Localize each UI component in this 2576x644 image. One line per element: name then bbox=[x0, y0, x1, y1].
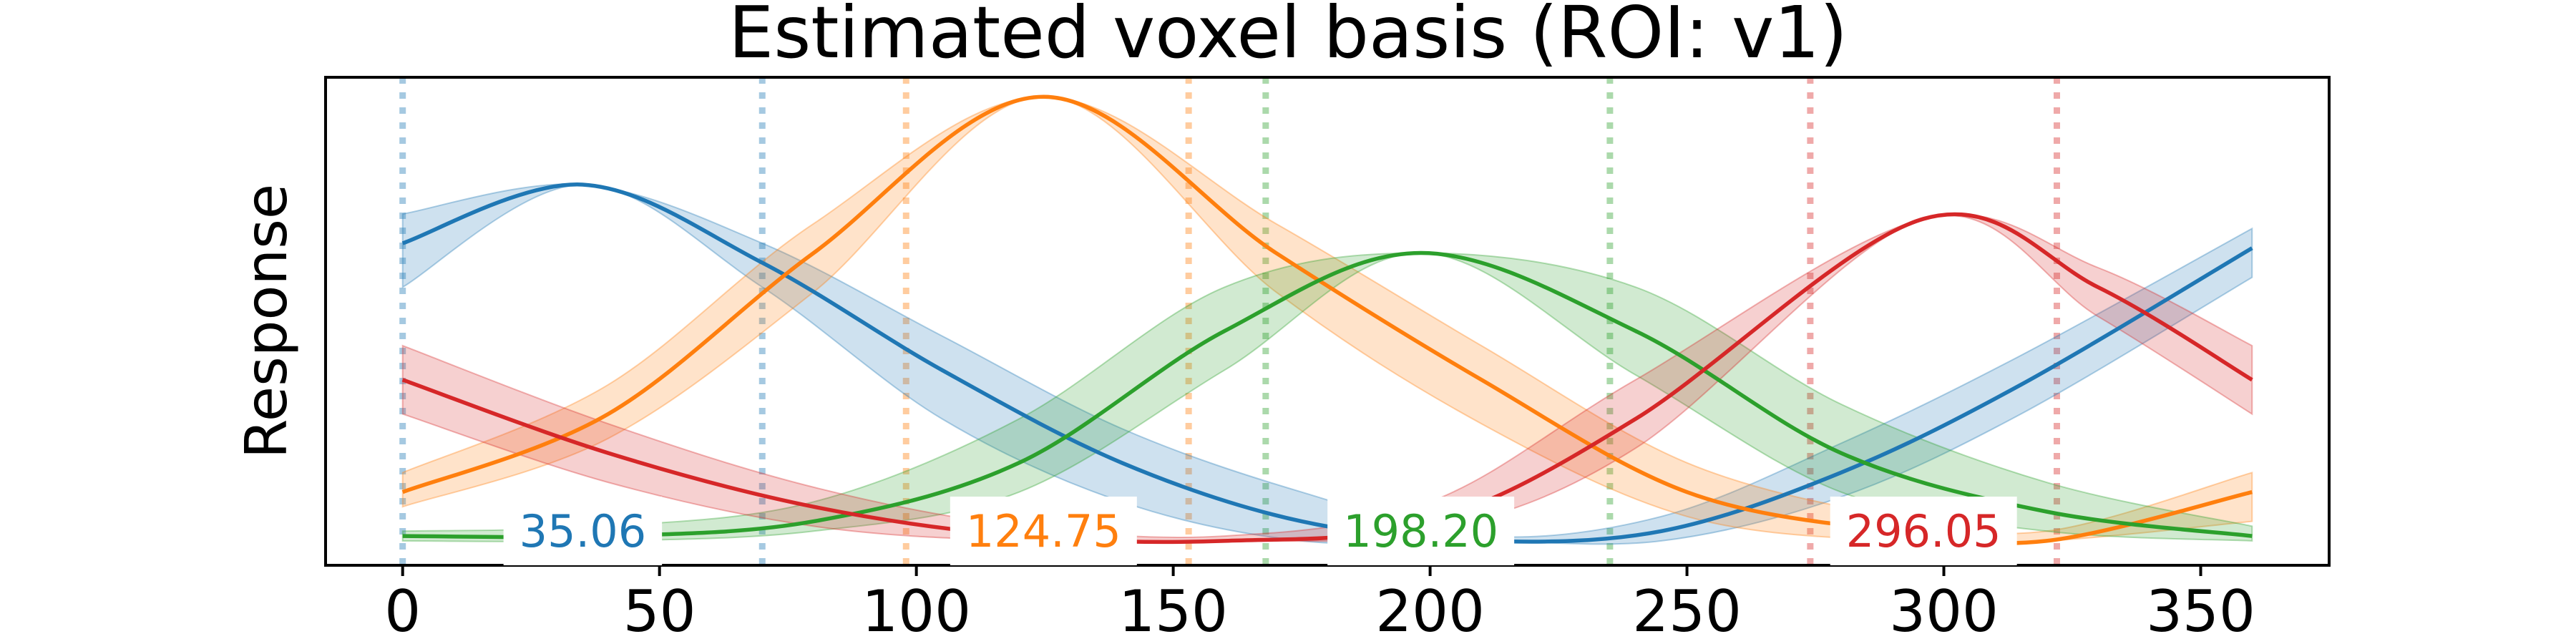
x-tick-label-6: 300 bbox=[1889, 578, 1999, 644]
peak-label-text: 35.06 bbox=[519, 505, 647, 557]
peak-label-box bbox=[1830, 497, 2017, 565]
y-axis-label: Response bbox=[233, 184, 300, 459]
plot-area bbox=[399, 77, 2253, 565]
chart-title: Estimated voxel basis (ROI: v1) bbox=[728, 0, 1848, 74]
x-tick-label-1: 50 bbox=[623, 578, 696, 644]
series-2-peak-label: 198.20 bbox=[1327, 497, 1515, 565]
peak-label-box bbox=[1327, 497, 1515, 565]
peak-label-box bbox=[503, 497, 663, 565]
x-tick-label-7: 350 bbox=[2146, 578, 2255, 644]
x-tick-label-4: 200 bbox=[1375, 578, 1485, 644]
peak-label-text: 296.05 bbox=[1846, 505, 2001, 557]
peak-label-text: 198.20 bbox=[1343, 505, 1498, 557]
x-axis: 0 50 100 150 200 250 300 350 bbox=[384, 565, 2255, 644]
x-tick-label-3: 150 bbox=[1118, 578, 1228, 644]
series-2-line bbox=[402, 250, 2253, 540]
series-0-confidence-band bbox=[401, 183, 2253, 545]
peak-label-box bbox=[950, 497, 1137, 565]
x-tick-label-5: 250 bbox=[1632, 578, 1742, 644]
series-1-peak-label: 124.75 bbox=[950, 497, 1137, 565]
x-tick-label-2: 100 bbox=[862, 578, 971, 644]
peak-labels: 35.06 124.75 198.20 296.05 bbox=[503, 497, 2017, 565]
series-0-peak-label: 35.06 bbox=[503, 497, 663, 565]
x-tick-label-0: 0 bbox=[384, 578, 421, 644]
series-0-line bbox=[401, 182, 2253, 544]
peak-label-text: 124.75 bbox=[966, 505, 1121, 557]
series-3-peak-label: 296.05 bbox=[1830, 497, 2017, 565]
plot-frame bbox=[324, 76, 2331, 567]
